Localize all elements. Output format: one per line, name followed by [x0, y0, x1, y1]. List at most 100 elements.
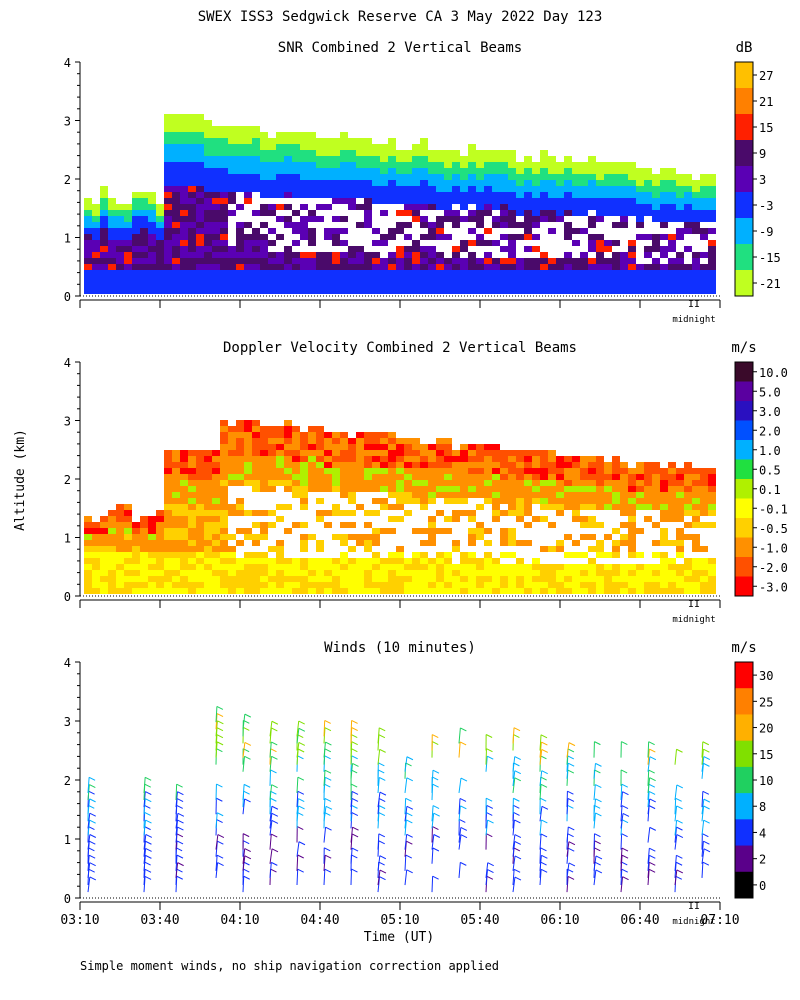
snr-cell — [420, 192, 428, 198]
doppler-cell — [556, 540, 564, 546]
doppler-cell — [252, 474, 260, 480]
doppler-cell — [204, 468, 212, 474]
snr-cell — [156, 222, 164, 228]
doppler-cell — [508, 564, 516, 570]
snr-cell — [428, 204, 436, 210]
snr-cell — [364, 270, 372, 276]
snr-cell — [692, 252, 700, 258]
snr-cell — [620, 210, 628, 216]
wind-barb-flag — [89, 784, 96, 788]
doppler-cell — [244, 456, 252, 462]
doppler-cell — [180, 528, 188, 534]
snr-cell — [508, 216, 516, 222]
snr-cell — [628, 174, 636, 180]
wind-barb — [431, 834, 435, 850]
wind-barb-flag — [379, 776, 386, 781]
snr-cell — [492, 186, 500, 192]
snr-cell — [412, 276, 420, 282]
doppler-cell — [188, 456, 196, 462]
snr-cell — [148, 282, 156, 288]
doppler-cell — [276, 546, 284, 552]
snr-cell — [268, 144, 276, 150]
doppler-cell — [164, 522, 172, 528]
doppler-cell — [228, 468, 236, 474]
snr-cell — [596, 204, 604, 210]
snr-cell — [372, 282, 380, 288]
doppler-panel-title: Doppler Velocity Combined 2 Vertical Bea… — [223, 340, 577, 356]
snr-cell — [308, 192, 316, 198]
doppler-cell — [572, 468, 580, 474]
doppler-cell — [268, 450, 276, 456]
wind-barb — [458, 727, 461, 744]
doppler-cell — [388, 468, 396, 474]
snr-cell — [428, 276, 436, 282]
colorbar-label: 10 — [759, 774, 773, 788]
snr-cell — [180, 258, 188, 264]
snr-cell — [212, 282, 220, 288]
doppler-cell — [636, 504, 644, 510]
doppler-cell — [252, 576, 260, 582]
wind-barb-flag — [648, 741, 655, 746]
doppler-cell — [516, 588, 524, 594]
doppler-cell — [428, 456, 436, 462]
doppler-cell — [380, 528, 388, 534]
snr-cell — [676, 198, 684, 204]
doppler-cell — [196, 486, 204, 492]
doppler-cell — [252, 468, 260, 474]
doppler-cell — [420, 564, 428, 570]
snr-cell — [604, 162, 612, 168]
wind-barb-flag — [270, 748, 277, 753]
doppler-cell — [372, 588, 380, 594]
wind-barb — [215, 855, 218, 871]
snr-cell — [204, 126, 212, 132]
snr-cell — [508, 192, 516, 198]
wind-barb-flag — [89, 798, 96, 803]
doppler-cell — [572, 498, 580, 504]
doppler-cell — [116, 552, 124, 558]
wind-barb — [269, 833, 272, 850]
snr-cell — [508, 258, 516, 264]
doppler-cell — [596, 540, 604, 546]
doppler-cell — [620, 498, 628, 504]
wind-barb — [674, 827, 677, 843]
snr-cell — [180, 288, 188, 294]
wind-barb — [404, 854, 407, 871]
doppler-cell — [516, 486, 524, 492]
snr-cell — [364, 276, 372, 282]
doppler-cell — [284, 504, 292, 510]
snr-cell — [396, 150, 404, 156]
snr-cell — [284, 156, 292, 162]
doppler-cell — [540, 588, 548, 594]
snr-cell — [100, 282, 108, 288]
snr-cell — [444, 276, 452, 282]
wind-barb — [350, 827, 354, 843]
snr-cell — [92, 210, 100, 216]
snr-cell — [228, 174, 236, 180]
snr-cell — [164, 198, 172, 204]
wind-barb-flag — [351, 868, 358, 873]
doppler-cell — [268, 432, 276, 438]
doppler-cell — [324, 480, 332, 486]
snr-cell — [596, 264, 604, 270]
snr-cell — [436, 168, 444, 174]
doppler-cell — [452, 510, 460, 516]
snr-cell — [508, 234, 516, 240]
doppler-cell — [548, 498, 556, 504]
snr-cell — [172, 168, 180, 174]
snr-cell — [188, 138, 196, 144]
snr-cell — [148, 234, 156, 240]
snr-cell — [324, 270, 332, 276]
doppler-cell — [500, 474, 508, 480]
colorbar-label: -3 — [759, 199, 773, 213]
doppler-cell — [492, 498, 500, 504]
snr-cell — [572, 282, 580, 288]
snr-cell — [188, 144, 196, 150]
doppler-cell — [316, 474, 324, 480]
snr-cell — [132, 282, 140, 288]
doppler-cell — [548, 462, 556, 468]
doppler-cell — [676, 480, 684, 486]
wind-barb — [701, 763, 704, 779]
wind-barb-flag — [298, 727, 306, 732]
snr-cell — [628, 264, 636, 270]
doppler-cell — [628, 510, 636, 516]
